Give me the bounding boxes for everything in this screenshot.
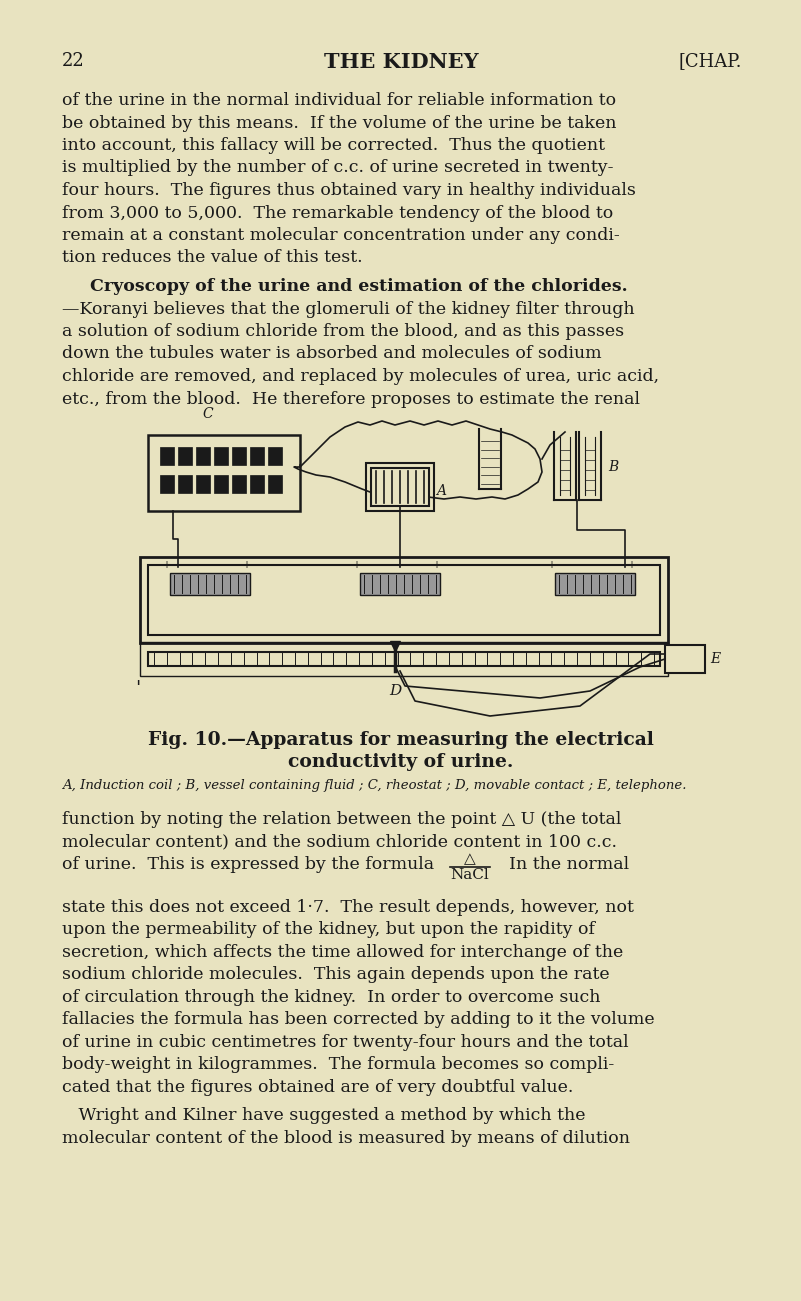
Text: secretion, which affects the time allowed for interchange of the: secretion, which affects the time allowe… (62, 943, 623, 960)
Bar (214, 475, 228, 493)
Bar (148, 652, 660, 666)
Bar (160, 475, 174, 493)
Bar (555, 572, 635, 595)
Text: +: + (352, 559, 360, 570)
Text: etc., from the blood.  He therefore proposes to estimate the renal: etc., from the blood. He therefore propo… (62, 390, 640, 407)
Bar (140, 641, 668, 677)
Text: sodium chloride molecules.  This again depends upon the rate: sodium chloride molecules. This again de… (62, 967, 610, 984)
Bar (250, 448, 264, 464)
Text: a solution of sodium chloride from the blood, and as this passes: a solution of sodium chloride from the b… (62, 323, 624, 340)
Text: D: D (388, 684, 401, 699)
Text: of urine.  This is expressed by the formula: of urine. This is expressed by the formu… (62, 856, 434, 873)
Bar (140, 557, 668, 643)
Text: C: C (203, 407, 213, 422)
Text: B: B (608, 461, 618, 474)
Text: NaCl: NaCl (451, 868, 489, 882)
Text: from 3,000 to 5,000.  The remarkable tendency of the blood to: from 3,000 to 5,000. The remarkable tend… (62, 204, 614, 221)
Bar (268, 448, 282, 464)
Text: be obtained by this means.  If the volume of the urine be taken: be obtained by this means. If the volume… (62, 114, 617, 131)
Text: Wright and Kilner have suggested a method by which the: Wright and Kilner have suggested a metho… (62, 1107, 586, 1124)
Text: down the tubules water is absorbed and molecules of sodium: down the tubules water is absorbed and m… (62, 346, 602, 363)
Text: In the normal: In the normal (498, 856, 629, 873)
Bar (360, 572, 440, 595)
Text: molecular content) and the sodium chloride content in 100 c.c.: molecular content) and the sodium chlori… (62, 834, 617, 851)
Text: A: A (436, 484, 446, 498)
Text: four hours.  The figures thus obtained vary in healthy individuals: four hours. The figures thus obtained va… (62, 182, 636, 199)
Text: E: E (710, 652, 720, 666)
Bar (196, 448, 210, 464)
Text: conductivity of urine.: conductivity of urine. (288, 753, 513, 771)
Bar (148, 435, 300, 511)
Text: remain at a constant molecular concentration under any condi-: remain at a constant molecular concentra… (62, 226, 620, 245)
Text: THE KIDNEY: THE KIDNEY (324, 52, 478, 72)
Bar (214, 448, 228, 464)
Text: ': ' (135, 680, 140, 699)
Text: fallacies the formula has been corrected by adding to it the volume: fallacies the formula has been corrected… (62, 1011, 654, 1028)
Text: function by noting the relation between the point △ U (the total: function by noting the relation between … (62, 811, 622, 827)
Text: A, Induction coil ; B, vessel containing fluid ; C, rheostat ; D, movable contac: A, Induction coil ; B, vessel containing… (62, 779, 686, 792)
Text: +: + (627, 559, 635, 570)
Bar (232, 475, 246, 493)
Text: Cryoscopy of the urine and estimation of the chlorides.: Cryoscopy of the urine and estimation of… (90, 278, 628, 295)
Bar (232, 448, 246, 464)
Text: is multiplied by the number of c.c. of urine secreted in twenty-: is multiplied by the number of c.c. of u… (62, 160, 614, 177)
Bar (148, 565, 660, 635)
Text: +: + (242, 559, 250, 570)
Text: molecular content of the blood is measured by means of dilution: molecular content of the blood is measur… (62, 1129, 630, 1146)
Text: body-weight in kilogrammes.  The formula becomes so compli-: body-weight in kilogrammes. The formula … (62, 1056, 614, 1073)
Bar (170, 572, 250, 595)
Bar (178, 448, 192, 464)
Bar (160, 448, 174, 464)
Text: tion reduces the value of this test.: tion reduces the value of this test. (62, 250, 363, 267)
Text: into account, this fallacy will be corrected.  Thus the quotient: into account, this fallacy will be corre… (62, 137, 605, 154)
Bar (196, 475, 210, 493)
Text: Fig. 10.—Apparatus for measuring the electrical: Fig. 10.—Apparatus for measuring the ele… (148, 731, 654, 749)
Text: +: + (162, 559, 170, 570)
Text: chloride are removed, and replaced by molecules of urea, uric acid,: chloride are removed, and replaced by mo… (62, 368, 659, 385)
Text: +: + (547, 559, 555, 570)
Text: +: + (432, 559, 440, 570)
Text: —Koranyi believes that the glomeruli of the kidney filter through: —Koranyi believes that the glomeruli of … (62, 301, 634, 317)
Text: upon the permeability of the kidney, but upon the rapidity of: upon the permeability of the kidney, but… (62, 921, 595, 938)
Text: 22: 22 (62, 52, 85, 70)
Text: [CHAP.: [CHAP. (678, 52, 742, 70)
Text: state this does not exceed 1·7.  The result depends, however, not: state this does not exceed 1·7. The resu… (62, 899, 634, 916)
Text: △: △ (464, 852, 476, 866)
Bar (665, 645, 705, 673)
Text: of the urine in the normal individual for reliable information to: of the urine in the normal individual fo… (62, 92, 616, 109)
Bar (371, 468, 429, 506)
Bar (178, 475, 192, 493)
Text: of urine in cubic centimetres for twenty-four hours and the total: of urine in cubic centimetres for twenty… (62, 1034, 629, 1051)
Text: cated that the figures obtained are of very doubtful value.: cated that the figures obtained are of v… (62, 1079, 574, 1095)
Text: of circulation through the kidney.  In order to overcome such: of circulation through the kidney. In or… (62, 989, 601, 1006)
Bar (366, 463, 434, 511)
Bar (250, 475, 264, 493)
Bar (268, 475, 282, 493)
